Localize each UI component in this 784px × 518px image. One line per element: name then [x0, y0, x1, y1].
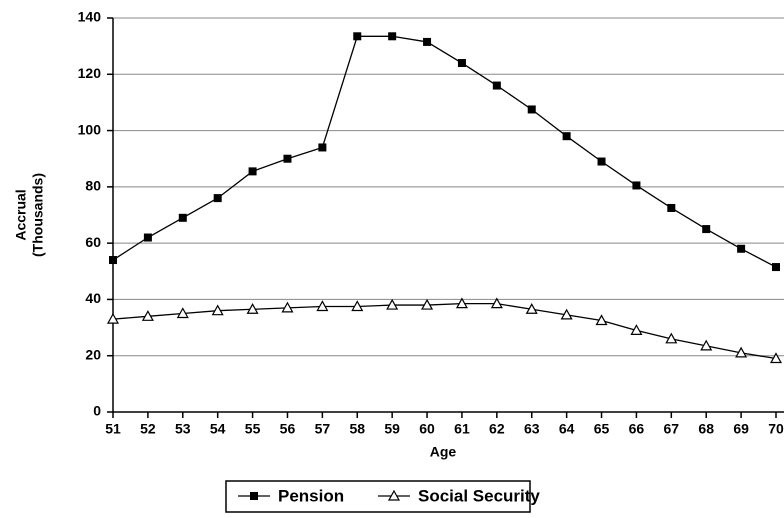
y-tick-label: 60 — [85, 234, 101, 250]
x-tick-label: 51 — [105, 421, 121, 437]
x-tick-label: 59 — [384, 421, 400, 437]
x-tick-label: 66 — [629, 421, 645, 437]
x-tick-label: 69 — [733, 421, 749, 437]
data-point — [213, 194, 222, 203]
data-point — [735, 346, 748, 358]
data-point — [351, 300, 364, 312]
x-tick-label: 54 — [210, 421, 226, 437]
data-point — [141, 310, 154, 321]
legend-marker — [387, 489, 401, 501]
y-axis-label: Accrual — [13, 189, 29, 240]
x-tick-label: 58 — [349, 421, 365, 437]
y-tick-label: 140 — [78, 9, 102, 25]
y-tick-label: 20 — [85, 346, 101, 362]
data-point — [318, 143, 327, 152]
data-point — [211, 304, 224, 316]
x-axis-label: Age — [430, 444, 457, 460]
x-tick-label: 56 — [280, 421, 296, 437]
data-point — [562, 132, 571, 141]
data-point — [143, 233, 152, 242]
legend-marker — [250, 492, 258, 500]
series-line — [112, 303, 777, 360]
data-point — [248, 167, 257, 176]
data-point — [178, 213, 187, 222]
data-point — [106, 312, 120, 324]
x-tick-label: 64 — [559, 421, 575, 437]
y-tick-label: 120 — [78, 65, 102, 81]
data-point — [423, 37, 432, 46]
data-point — [595, 314, 608, 326]
data-point — [737, 244, 746, 253]
y-tick-label: 0 — [93, 403, 101, 419]
data-point — [316, 300, 329, 312]
x-tick-label: 61 — [454, 421, 470, 437]
x-tick-label: 57 — [315, 421, 331, 437]
series-line — [112, 35, 777, 268]
x-tick-label: 60 — [419, 421, 435, 437]
y-axis-label: (Thousands) — [30, 173, 46, 257]
data-point — [630, 324, 643, 335]
data-point — [665, 332, 678, 344]
x-tick-label: 65 — [594, 421, 610, 437]
data-point — [283, 154, 292, 163]
x-tick-label: 63 — [524, 421, 540, 437]
data-point — [700, 339, 713, 351]
legend-label: Pension — [278, 486, 344, 505]
x-tick-label: 55 — [245, 421, 261, 437]
data-point — [492, 81, 501, 90]
data-point — [388, 32, 397, 41]
data-point — [353, 32, 362, 41]
data-point — [490, 297, 503, 309]
x-tick-label: 68 — [698, 421, 714, 437]
x-tick-label: 62 — [489, 421, 505, 437]
data-point — [457, 59, 466, 68]
data-point — [667, 203, 676, 212]
data-point — [702, 225, 711, 234]
x-tick-label: 70 — [768, 421, 784, 437]
data-point — [525, 303, 538, 314]
data-point — [597, 157, 606, 166]
data-point — [772, 263, 780, 272]
data-point — [455, 297, 468, 309]
data-point — [560, 308, 573, 320]
legend-label: Social Security — [418, 486, 540, 505]
data-point — [246, 303, 259, 314]
x-tick-label: 53 — [175, 421, 191, 437]
x-tick-label: 67 — [664, 421, 680, 437]
data-point — [527, 105, 536, 114]
y-tick-label: 80 — [85, 178, 101, 194]
data-point — [386, 298, 399, 310]
data-point — [769, 352, 783, 364]
data-point — [632, 181, 641, 190]
data-point — [176, 307, 189, 319]
y-tick-label: 40 — [85, 290, 101, 306]
data-point — [109, 256, 117, 265]
data-point — [281, 301, 294, 313]
data-point — [421, 298, 434, 310]
x-tick-label: 52 — [140, 421, 156, 437]
y-tick-label: 100 — [78, 121, 102, 137]
